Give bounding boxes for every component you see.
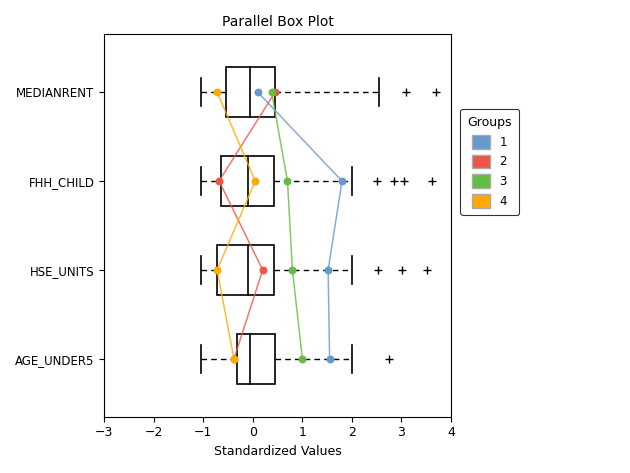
Point xyxy=(212,88,222,96)
Point xyxy=(337,177,347,185)
Point xyxy=(212,266,222,274)
Point xyxy=(282,177,292,185)
Bar xyxy=(217,245,273,295)
Point xyxy=(229,355,239,363)
X-axis label: Standardized Values: Standardized Values xyxy=(214,445,341,458)
Bar xyxy=(220,156,273,206)
Point xyxy=(214,177,224,185)
Point xyxy=(258,266,268,274)
Title: Parallel Box Plot: Parallel Box Plot xyxy=(222,15,333,29)
Point xyxy=(229,355,239,363)
Legend: 1, 2, 3, 4: 1, 2, 3, 4 xyxy=(461,109,519,215)
Point xyxy=(323,266,333,274)
Point xyxy=(287,266,297,274)
Bar xyxy=(226,67,275,117)
Point xyxy=(297,355,307,363)
Bar xyxy=(237,334,275,384)
Point xyxy=(270,88,280,96)
Point xyxy=(250,177,260,185)
Point xyxy=(324,355,335,363)
Point xyxy=(253,88,263,96)
Point xyxy=(266,88,277,96)
